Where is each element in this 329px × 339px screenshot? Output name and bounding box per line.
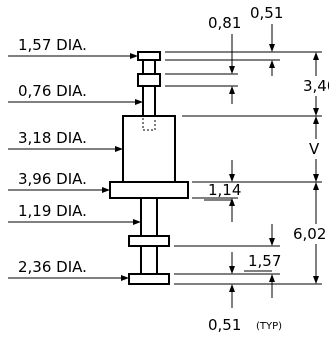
second-flange (137, 73, 161, 87)
body-cylinder (122, 115, 176, 183)
dim-3-40: 3,40 (303, 77, 329, 95)
dim-0-81: 0,81 (208, 14, 241, 32)
dim-typ-note: (TYP) (256, 321, 282, 332)
label-1-57-dia: 1,57 DIA. (18, 36, 87, 54)
dim-1-57: 1,57 (248, 252, 281, 270)
label-0-76-dia: 0,76 DIA. (18, 82, 87, 100)
dim-1-14: 1,14 (208, 181, 241, 199)
collar-flange (109, 181, 189, 199)
left-callouts: 1,57 DIA. 0,76 DIA. 3,18 DIA. 3,96 DIA. … (8, 36, 143, 281)
label-2-36-dia: 2,36 DIA. (18, 258, 87, 276)
dimensions: 0,81 0,51 3,40 V 1,14 6,0 (204, 4, 329, 334)
top-flange (137, 51, 161, 61)
pin-outline (109, 51, 189, 285)
lower-neck (140, 245, 158, 275)
label-1-19-dia: 1,19 DIA. (18, 202, 87, 220)
dim-0-51-top: 0,51 (250, 4, 283, 22)
dim-0-51-bottom: 0,51 (208, 316, 241, 334)
top-neck (142, 59, 156, 75)
extension-lines (165, 51, 322, 285)
label-3-18-dia: 3,18 DIA. (18, 129, 87, 147)
dim-v: V (309, 140, 320, 158)
lower-flange (128, 235, 170, 247)
label-3-96-dia: 3,96 DIA. (18, 170, 87, 188)
upper-shaft (142, 85, 156, 117)
dim-6-02: 6,02 (293, 225, 326, 243)
lower-shaft (140, 197, 158, 237)
bottom-flange (128, 273, 170, 285)
